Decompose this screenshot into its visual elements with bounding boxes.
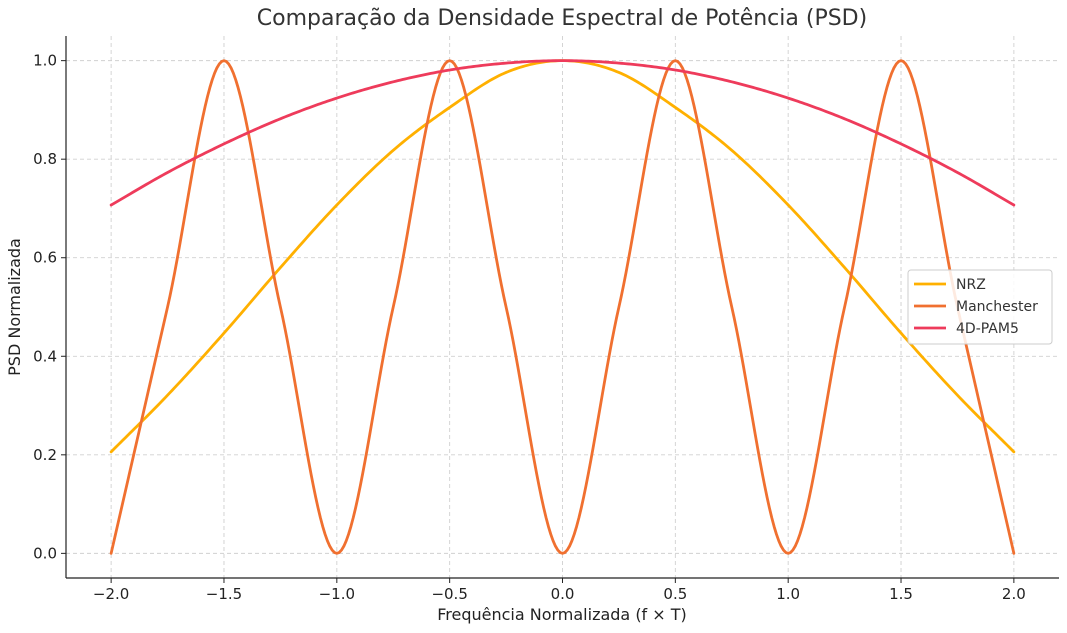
y-tick-label: 0.8 bbox=[33, 150, 57, 168]
series-lines bbox=[109, 59, 1016, 555]
legend-label-manchester: Manchester bbox=[956, 299, 1038, 315]
x-tick-label: −1.0 bbox=[319, 585, 355, 603]
y-tick-label: 0.2 bbox=[33, 446, 57, 464]
series-4d-pam5 bbox=[109, 59, 1016, 207]
x-tick-label: −0.5 bbox=[431, 585, 467, 603]
chart-title: Comparação da Densidade Espectral de Pot… bbox=[257, 6, 867, 31]
legend-label-nrz: NRZ bbox=[956, 277, 986, 293]
x-tick-label: −2.0 bbox=[93, 585, 129, 603]
x-tick-label: 1.0 bbox=[776, 585, 800, 603]
legend-label-4d-pam5: 4D-PAM5 bbox=[956, 321, 1019, 337]
legend-box bbox=[907, 269, 1053, 345]
x-tick-label: 2.0 bbox=[1002, 585, 1026, 603]
y-tick-label: 0.6 bbox=[33, 249, 57, 267]
y-tick-label: 0.4 bbox=[33, 347, 57, 365]
x-ticks: −2.0 −1.5 −1.0 −0.5 0.0 0.5 1.0 1.5 2.0 bbox=[93, 578, 1026, 603]
x-tick-label: −1.5 bbox=[206, 585, 242, 603]
x-axis-label: Frequência Normalizada (f × T) bbox=[437, 605, 687, 624]
y-tick-label: 1.0 bbox=[33, 52, 57, 70]
grid bbox=[66, 36, 1059, 578]
legend: NRZ Manchester 4D-PAM5 bbox=[907, 269, 1053, 345]
y-tick-label: 0.0 bbox=[33, 544, 57, 562]
x-tick-label: 1.5 bbox=[889, 585, 913, 603]
x-tick-label: 0.5 bbox=[663, 585, 687, 603]
series-manchester bbox=[109, 59, 1016, 555]
x-tick-label: 0.0 bbox=[551, 585, 575, 603]
y-axis-label: PSD Normalizada bbox=[5, 238, 24, 376]
y-ticks: 0.0 0.2 0.4 0.6 0.8 1.0 bbox=[33, 52, 66, 562]
